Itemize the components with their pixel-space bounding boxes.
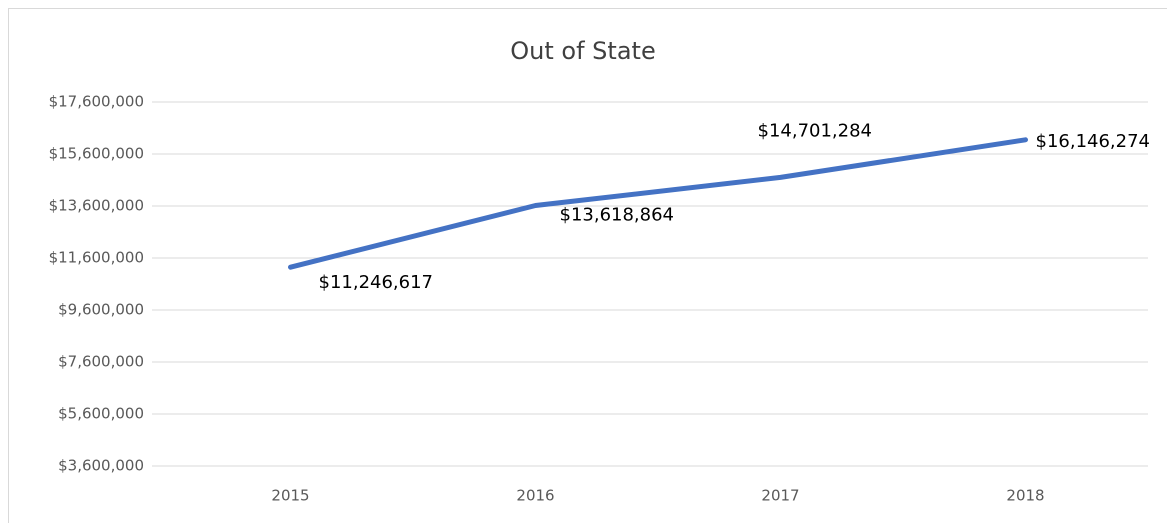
data-label: $14,701,284 (758, 120, 873, 141)
y-tick-label: $9,600,000 (58, 301, 144, 319)
y-tick-label: $15,600,000 (49, 145, 144, 163)
x-tick-label: 2015 (271, 487, 309, 505)
y-tick-label: $5,600,000 (58, 405, 144, 423)
data-label: $16,146,274 (1036, 131, 1151, 152)
x-tick-label: 2017 (761, 487, 799, 505)
chart-title: Out of State (510, 37, 655, 65)
line (288, 137, 1028, 270)
y-tick-label: $3,600,000 (58, 457, 144, 475)
y-tick-label: $13,600,000 (49, 197, 144, 215)
chart-border (8, 8, 1167, 523)
data-label: $13,618,864 (560, 205, 675, 226)
x-tick-label: 2016 (516, 487, 554, 505)
y-tick-label: $17,600,000 (49, 93, 144, 111)
data-label: $11,246,617 (319, 272, 434, 293)
x-tick-label: 2018 (1006, 487, 1044, 505)
y-tick-label: $7,600,000 (58, 353, 144, 371)
y-tick-label: $11,600,000 (49, 249, 144, 267)
